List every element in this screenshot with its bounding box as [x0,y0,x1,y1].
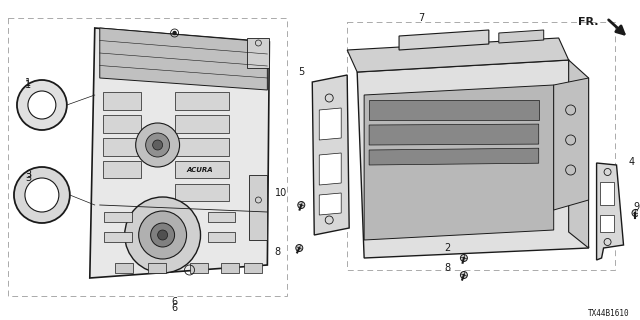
Circle shape [632,210,639,217]
Bar [600,182,614,205]
Text: ACURA: ACURA [186,167,213,173]
Text: 5: 5 [298,67,305,77]
Bar [103,115,141,133]
Circle shape [14,167,70,223]
Polygon shape [100,28,268,90]
Circle shape [150,223,175,247]
Polygon shape [596,163,623,260]
Polygon shape [319,108,341,140]
Polygon shape [399,30,489,50]
Bar [175,161,230,178]
Bar [103,138,141,156]
Polygon shape [312,75,349,235]
Bar [207,232,236,242]
Bar [189,263,207,273]
Bar [244,263,262,273]
Circle shape [136,123,180,167]
Circle shape [460,271,467,278]
Bar [103,161,141,178]
Bar [103,92,141,110]
Bar [175,184,230,201]
Polygon shape [90,28,269,278]
Circle shape [298,202,305,209]
Polygon shape [369,124,539,145]
Bar [175,138,230,156]
Polygon shape [357,60,589,258]
Bar [175,115,230,133]
Circle shape [460,254,467,261]
Circle shape [125,197,200,273]
Polygon shape [364,85,554,240]
Text: 2: 2 [444,243,450,253]
Circle shape [152,140,163,150]
Bar [175,92,230,110]
Text: FR.: FR. [578,17,598,27]
Circle shape [28,91,56,119]
Polygon shape [499,30,544,43]
Text: 8: 8 [275,247,280,257]
Text: TX44B1610: TX44B1610 [588,308,629,317]
Bar [600,215,614,232]
Text: 1: 1 [25,80,31,90]
Bar [250,175,268,240]
Bar [248,38,269,68]
Polygon shape [554,78,589,210]
Polygon shape [569,60,589,248]
Bar [115,263,132,273]
Text: 10: 10 [275,188,287,198]
Bar [104,232,132,242]
Circle shape [25,178,59,212]
Bar [148,263,166,273]
Bar [207,212,236,222]
Text: 3: 3 [25,173,31,183]
Bar [221,263,239,273]
Text: 6: 6 [172,297,178,307]
Polygon shape [347,38,569,72]
Circle shape [157,230,168,240]
Polygon shape [369,148,539,165]
Bar [104,212,132,222]
Text: 9: 9 [634,202,639,212]
Text: 4: 4 [628,157,635,167]
Circle shape [296,244,303,252]
Bar [8,18,287,296]
Polygon shape [319,153,341,185]
Circle shape [17,80,67,130]
Circle shape [173,31,176,35]
Text: 8: 8 [444,263,450,273]
Circle shape [146,133,170,157]
Polygon shape [369,100,539,120]
Text: 7: 7 [418,13,424,23]
Text: 6: 6 [172,303,178,313]
Text: 1: 1 [25,78,31,88]
Text: 3: 3 [25,170,31,180]
Circle shape [139,211,186,259]
Polygon shape [319,193,341,215]
Bar [347,22,614,270]
